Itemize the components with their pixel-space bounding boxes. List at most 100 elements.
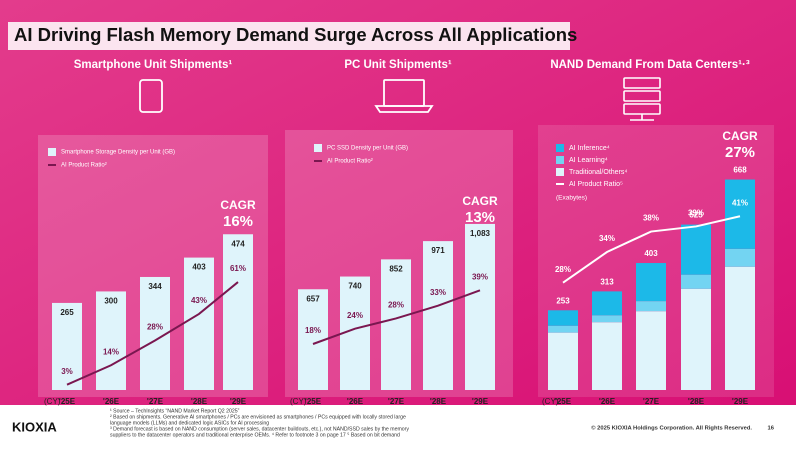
x-tick-label: '29E bbox=[472, 397, 489, 406]
line-value-label: 38% bbox=[643, 214, 659, 223]
cagr-value: 16% bbox=[223, 213, 253, 230]
bar-segment bbox=[548, 310, 578, 326]
bar bbox=[423, 241, 453, 390]
legend-swatch bbox=[556, 156, 564, 164]
slide-title: AI Driving Flash Memory Demand Surge Acr… bbox=[14, 24, 577, 45]
line-value-label: 14% bbox=[103, 347, 119, 356]
x-tick-label: '27E bbox=[643, 397, 660, 406]
bar-segment bbox=[592, 291, 622, 316]
footnote: ² Based on shipments. Generative AI smar… bbox=[110, 414, 406, 420]
bar-total-label: 525 bbox=[689, 211, 703, 220]
footnote: language models (LLMs) and dedicated log… bbox=[110, 420, 269, 426]
line-value-label: 39% bbox=[688, 209, 704, 218]
bar-value-label: 300 bbox=[104, 297, 118, 306]
line bbox=[562, 215, 741, 284]
x-tick-label: '27E bbox=[147, 397, 164, 406]
line-value-label: 43% bbox=[191, 296, 207, 305]
footnote: ³ Demand forecast is based on NAND consu… bbox=[110, 426, 409, 432]
x-tick-label: '27E bbox=[388, 397, 405, 406]
legend-swatch bbox=[556, 144, 564, 152]
x-tick-label: '29E bbox=[732, 397, 749, 406]
bar-segment bbox=[592, 315, 622, 323]
line-value-label: 3% bbox=[61, 367, 73, 376]
chart-title: Smartphone Unit Shipments¹ bbox=[74, 59, 233, 71]
x-axis-label: (CY) bbox=[44, 397, 61, 406]
cagr-value: 27% bbox=[725, 144, 755, 161]
line-value-label: 34% bbox=[599, 234, 615, 243]
bar-total-label: 403 bbox=[644, 249, 658, 258]
x-tick-label: '28E bbox=[688, 397, 705, 406]
unit-label: (Exabytes) bbox=[556, 195, 587, 202]
title-bar bbox=[8, 22, 570, 50]
cagr-value: 13% bbox=[465, 209, 495, 226]
bar-value-label: 344 bbox=[148, 282, 162, 291]
phone-icon bbox=[139, 79, 163, 113]
bar bbox=[52, 302, 82, 390]
line-value-label: 61% bbox=[230, 264, 246, 273]
bar-value-label: 265 bbox=[60, 308, 74, 317]
line-value-label: 33% bbox=[430, 288, 446, 297]
x-axis-label: (CY) bbox=[542, 397, 559, 406]
x-tick-label: '26E bbox=[103, 397, 120, 406]
legend-swatch bbox=[48, 148, 56, 156]
line-value-label: 28% bbox=[555, 265, 571, 274]
bar-total-label: 668 bbox=[733, 166, 747, 175]
legend-label: AI Product Ratio² bbox=[327, 159, 373, 165]
x-tick-label: '25E bbox=[59, 397, 76, 406]
bar-value-label: 740 bbox=[348, 282, 362, 291]
legend-swatch bbox=[314, 144, 322, 152]
chart-title: PC Unit Shipments¹ bbox=[344, 59, 452, 71]
bar-segment bbox=[548, 325, 578, 333]
bar-segment bbox=[725, 179, 755, 249]
copyright: © 2025 KIOXIA Holdings Corporation. All … bbox=[591, 425, 752, 432]
footer bbox=[0, 405, 796, 455]
logo: KIOXIA bbox=[12, 419, 57, 434]
line-value-label: 24% bbox=[347, 311, 363, 320]
bar-segment bbox=[548, 332, 578, 390]
x-tick-label: '26E bbox=[347, 397, 364, 406]
legend-label: Traditional/Others⁴ bbox=[569, 169, 627, 176]
bar-segment bbox=[636, 263, 666, 302]
laptop-icon bbox=[374, 79, 434, 113]
bar-value-label: 1,083 bbox=[470, 229, 491, 238]
legend-swatch bbox=[556, 168, 564, 176]
x-tick-label: '25E bbox=[555, 397, 572, 406]
bar-segment bbox=[636, 311, 666, 390]
bar bbox=[223, 234, 253, 390]
bar-segment bbox=[681, 274, 711, 289]
bar-segment bbox=[725, 266, 755, 390]
bar-value-label: 474 bbox=[231, 239, 245, 248]
x-tick-label: '28E bbox=[191, 397, 208, 406]
x-tick-label: '26E bbox=[599, 397, 616, 406]
legend-label: Smartphone Storage Density per Unit (GB) bbox=[61, 150, 175, 156]
bar-value-label: 852 bbox=[389, 264, 403, 273]
line-value-label: 28% bbox=[388, 301, 404, 310]
line bbox=[66, 281, 239, 386]
legend-label: AI Product Ratio² bbox=[61, 163, 107, 169]
page-number: 16 bbox=[768, 426, 775, 432]
bar-segment bbox=[725, 248, 755, 267]
bar bbox=[96, 291, 126, 390]
server-icon bbox=[623, 77, 661, 121]
x-tick-label: '29E bbox=[230, 397, 247, 406]
cagr-label: CAGR bbox=[220, 198, 256, 212]
footnote: ¹ Source – TechInsights “NAND Market Rep… bbox=[110, 408, 240, 414]
legend-label: AI Learning⁴ bbox=[569, 157, 608, 164]
x-tick-label: '28E bbox=[430, 397, 447, 406]
line-value-label: 41% bbox=[732, 198, 748, 207]
bar-value-label: 971 bbox=[431, 246, 445, 255]
bar-total-label: 253 bbox=[556, 296, 570, 305]
bar-segment bbox=[636, 301, 666, 312]
line-value-label: 39% bbox=[472, 272, 488, 281]
legend-label: AI Product Ratio⁵ bbox=[569, 181, 623, 188]
bar-value-label: 403 bbox=[192, 263, 206, 272]
bar-total-label: 313 bbox=[600, 277, 614, 286]
bar-segment bbox=[592, 322, 622, 390]
cagr-label: CAGR bbox=[462, 194, 498, 208]
line-value-label: 28% bbox=[147, 323, 163, 332]
footnote: suppliers to the datacenter operators an… bbox=[110, 432, 400, 438]
line bbox=[312, 289, 481, 345]
cagr-label: CAGR bbox=[722, 129, 758, 143]
x-axis-label: (CY) bbox=[290, 397, 307, 406]
